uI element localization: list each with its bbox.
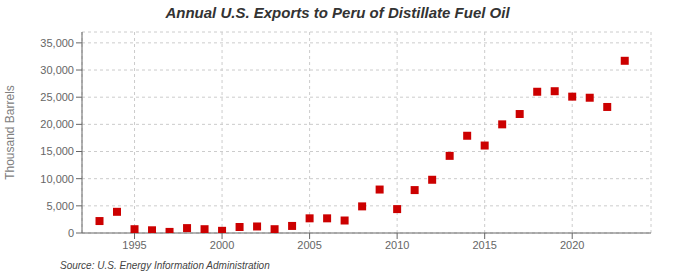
svg-text:30,000: 30,000 (40, 64, 74, 76)
svg-text:Thousand Barrels: Thousand Barrels (8, 85, 17, 180)
svg-text:2000: 2000 (210, 239, 234, 251)
svg-text:5,000: 5,000 (46, 200, 74, 212)
svg-text:2010: 2010 (385, 239, 409, 251)
svg-text:15,000: 15,000 (40, 145, 74, 157)
svg-text:2015: 2015 (472, 239, 496, 251)
svg-text:2005: 2005 (297, 239, 321, 251)
html-text:Source: U.S. Energy Informatio: Source: U.S. Energy Information Administ… (60, 260, 270, 271)
svg-text:2020: 2020 (560, 239, 584, 251)
svg-text:35,000: 35,000 (40, 37, 74, 49)
svg-text:25,000: 25,000 (40, 91, 74, 103)
html-text:Annual U.S. Exports to Peru of: Annual U.S. Exports to Peru of Distillat… (165, 4, 510, 21)
svg-text:10,000: 10,000 (40, 173, 74, 185)
svg-text:1995: 1995 (122, 239, 146, 251)
svg-text:20,000: 20,000 (40, 118, 74, 130)
svg-text:0: 0 (68, 227, 74, 239)
